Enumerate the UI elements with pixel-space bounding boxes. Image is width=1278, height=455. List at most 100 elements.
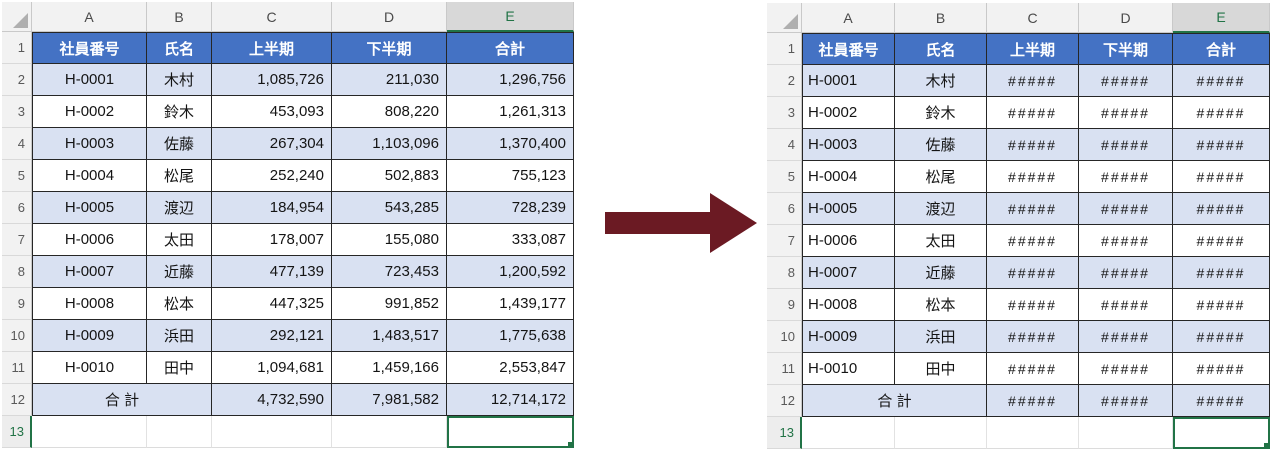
cell-C8[interactable]: ##### <box>987 257 1079 289</box>
cell-B11[interactable]: 田中 <box>147 352 212 384</box>
cell-D8[interactable]: ##### <box>1079 257 1173 289</box>
cell-B2[interactable]: 木村 <box>895 65 987 97</box>
cell-A10[interactable]: H-0009 <box>802 321 895 353</box>
cell-B6[interactable]: 渡辺 <box>895 193 987 225</box>
row-header-5[interactable]: 5 <box>2 160 32 192</box>
row-header-9[interactable]: 9 <box>2 288 32 320</box>
active-cell-E13[interactable] <box>1173 417 1270 449</box>
row-header-7[interactable]: 7 <box>2 224 32 256</box>
cell-E8[interactable]: ##### <box>1173 257 1270 289</box>
cell-D2[interactable]: 211,030 <box>332 64 447 96</box>
row-header-7[interactable]: 7 <box>767 225 802 257</box>
row-header-6[interactable]: 6 <box>2 192 32 224</box>
header-cell-D1[interactable]: 下半期 <box>1079 33 1173 65</box>
row-header-8[interactable]: 8 <box>767 257 802 289</box>
header-cell-D1[interactable]: 下半期 <box>332 32 447 64</box>
cell-C6[interactable]: ##### <box>987 193 1079 225</box>
row-header-6[interactable]: 6 <box>767 193 802 225</box>
cell-C12[interactable]: 4,732,590 <box>212 384 332 416</box>
cell-E3[interactable]: 1,261,313 <box>447 96 574 128</box>
cell-E7[interactable]: 333,087 <box>447 224 574 256</box>
cell-D3[interactable]: ##### <box>1079 97 1173 129</box>
column-header-E[interactable]: E <box>1173 3 1270 33</box>
cell-A5[interactable]: H-0004 <box>32 160 147 192</box>
cell-D8[interactable]: 723,453 <box>332 256 447 288</box>
row-header-2[interactable]: 2 <box>767 65 802 97</box>
cell-A11[interactable]: H-0010 <box>802 353 895 385</box>
cell-C12[interactable]: ##### <box>987 385 1079 417</box>
cell-C9[interactable]: ##### <box>987 289 1079 321</box>
row-header-11[interactable]: 11 <box>2 352 32 384</box>
header-cell-E1[interactable]: 合計 <box>1173 33 1270 65</box>
cell-A6[interactable]: H-0005 <box>32 192 147 224</box>
row-header-8[interactable]: 8 <box>2 256 32 288</box>
cell-E3[interactable]: ##### <box>1173 97 1270 129</box>
cell-E11[interactable]: 2,553,847 <box>447 352 574 384</box>
row-header-3[interactable]: 3 <box>2 96 32 128</box>
row-header-10[interactable]: 10 <box>767 321 802 353</box>
cell-E7[interactable]: ##### <box>1173 225 1270 257</box>
row-header-1[interactable]: 1 <box>767 33 802 65</box>
cell-B9[interactable]: 松本 <box>895 289 987 321</box>
cell-D7[interactable]: 155,080 <box>332 224 447 256</box>
cell-C8[interactable]: 477,139 <box>212 256 332 288</box>
cell-C5[interactable]: 252,240 <box>212 160 332 192</box>
cell-E9[interactable]: 1,439,177 <box>447 288 574 320</box>
cell-A11[interactable]: H-0010 <box>32 352 147 384</box>
header-cell-A1[interactable]: 社員番号 <box>802 33 895 65</box>
row-header-5[interactable]: 5 <box>767 161 802 193</box>
cell-C11[interactable]: 1,094,681 <box>212 352 332 384</box>
cell-D5[interactable]: 502,883 <box>332 160 447 192</box>
cell-E9[interactable]: ##### <box>1173 289 1270 321</box>
cell-B4[interactable]: 佐藤 <box>895 129 987 161</box>
column-header-B[interactable]: B <box>147 2 212 32</box>
cell-D4[interactable]: ##### <box>1079 129 1173 161</box>
cell-B10[interactable]: 浜田 <box>147 320 212 352</box>
row-header-10[interactable]: 10 <box>2 320 32 352</box>
cell-E2[interactable]: 1,296,756 <box>447 64 574 96</box>
cell-E4[interactable]: 1,370,400 <box>447 128 574 160</box>
cell-A6[interactable]: H-0005 <box>802 193 895 225</box>
cell-A7[interactable]: H-0006 <box>802 225 895 257</box>
cell-B11[interactable]: 田中 <box>895 353 987 385</box>
cell-D6[interactable]: ##### <box>1079 193 1173 225</box>
cell-B7[interactable]: 太田 <box>147 224 212 256</box>
cell-D12[interactable]: 7,981,582 <box>332 384 447 416</box>
column-header-E[interactable]: E <box>447 2 574 32</box>
select-all-corner[interactable] <box>2 2 32 32</box>
header-cell-A1[interactable]: 社員番号 <box>32 32 147 64</box>
cell-C10[interactable]: 292,121 <box>212 320 332 352</box>
cell-E4[interactable]: ##### <box>1173 129 1270 161</box>
cell-E12[interactable]: 12,714,172 <box>447 384 574 416</box>
cell-A3[interactable]: H-0002 <box>802 97 895 129</box>
cell-C10[interactable]: ##### <box>987 321 1079 353</box>
cell-D11[interactable]: ##### <box>1079 353 1173 385</box>
cell-C7[interactable]: ##### <box>987 225 1079 257</box>
select-all-corner[interactable] <box>767 3 802 33</box>
cell-C3[interactable]: 453,093 <box>212 96 332 128</box>
row-header-12[interactable]: 12 <box>767 385 802 417</box>
cell-C6[interactable]: 184,954 <box>212 192 332 224</box>
cell-B10[interactable]: 浜田 <box>895 321 987 353</box>
cell-E5[interactable]: ##### <box>1173 161 1270 193</box>
cell-D3[interactable]: 808,220 <box>332 96 447 128</box>
cell-A4[interactable]: H-0003 <box>802 129 895 161</box>
cell-C5[interactable]: ##### <box>987 161 1079 193</box>
cell-A5[interactable]: H-0004 <box>802 161 895 193</box>
cell-A2[interactable]: H-0001 <box>32 64 147 96</box>
cell-E12[interactable]: ##### <box>1173 385 1270 417</box>
cell-A8[interactable]: H-0007 <box>802 257 895 289</box>
cell-A12-total-label[interactable]: 合 計 <box>802 385 987 417</box>
cell-A7[interactable]: H-0006 <box>32 224 147 256</box>
cell-D9[interactable]: ##### <box>1079 289 1173 321</box>
header-cell-C1[interactable]: 上半期 <box>212 32 332 64</box>
cell-C9[interactable]: 447,325 <box>212 288 332 320</box>
cell-D10[interactable]: 1,483,517 <box>332 320 447 352</box>
cell-B8[interactable]: 近藤 <box>147 256 212 288</box>
cell-D13[interactable] <box>1079 417 1173 449</box>
cell-E10[interactable]: ##### <box>1173 321 1270 353</box>
cell-C2[interactable]: 1,085,726 <box>212 64 332 96</box>
cell-B6[interactable]: 渡辺 <box>147 192 212 224</box>
row-header-13[interactable]: 13 <box>2 416 32 448</box>
cell-C7[interactable]: 178,007 <box>212 224 332 256</box>
